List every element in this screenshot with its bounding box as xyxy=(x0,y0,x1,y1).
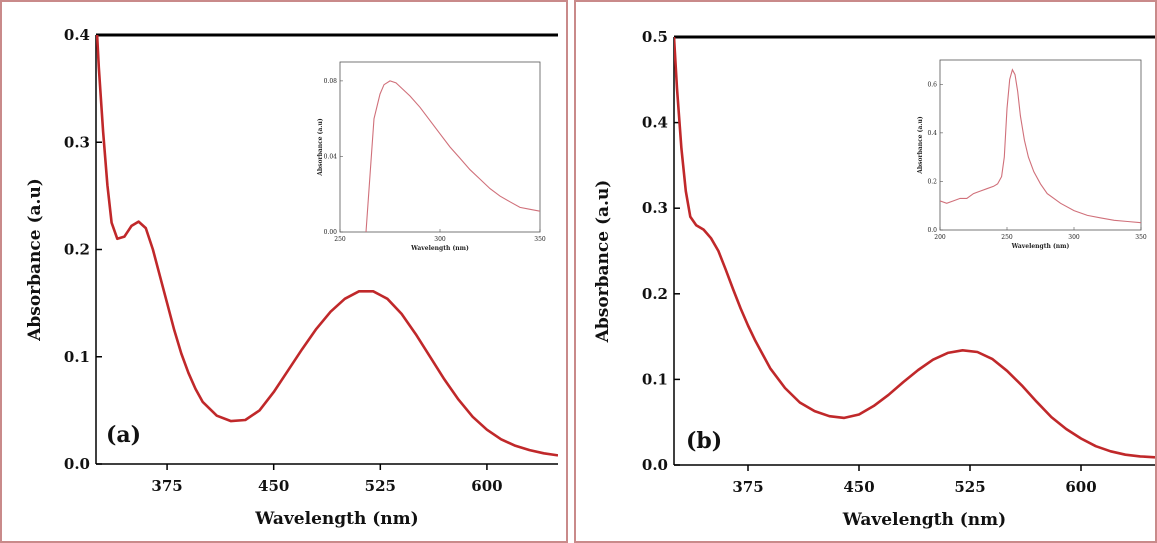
chart-a-ytick-label: 0.4 xyxy=(64,26,90,44)
chart-a-panel-label: (a) xyxy=(106,422,141,448)
chart-b-xtick-label: 600 xyxy=(1065,478,1096,496)
chart-a-inset-xtick-label: 250 xyxy=(334,236,346,243)
chart-b-inset-xtick-label: 350 xyxy=(1135,234,1147,241)
chart-a-inset-series-line xyxy=(365,80,540,232)
chart-a-inset-xtick-label: 350 xyxy=(534,236,546,243)
chart-a-ytick-label: 0.3 xyxy=(64,133,90,151)
chart-b-inset-series-line xyxy=(940,68,1141,224)
chart-a-inset-ytick-label: 0.08 xyxy=(324,78,338,85)
chart-b-inset-ytick-label: 0.6 xyxy=(927,81,937,88)
chart-b-inset-ytick-label: 0.0 xyxy=(927,227,937,234)
chart-b-panel-label: (b) xyxy=(686,428,722,454)
chart-a-x-axis-title: Wavelength (nm) xyxy=(254,509,418,529)
chart-b-svg: 0.0 0.1 0.2 0.3 0.4 0.5 375 450 525 600 Wavelength… xyxy=(593,28,1155,530)
chart-b-inset-y-title: Absorbance (a.u) xyxy=(917,116,924,175)
chart-a-y-axis-title: Absorbance (a.u) xyxy=(25,178,45,342)
chart-b-plot-area xyxy=(674,37,1155,459)
chart-b-ytick-label: 0.0 xyxy=(642,456,668,474)
chart-a-inset-x-title: Wavelength (nm) xyxy=(410,245,469,252)
chart-a-ytick-label: 0.0 xyxy=(64,455,90,473)
chart-a-inset-ytick-label: 0.00 xyxy=(324,229,338,236)
chart-b-x-axis-title: Wavelength (nm) xyxy=(842,510,1006,530)
chart-b-series-line xyxy=(674,37,1155,459)
chart-b-inset-xtick-label: 250 xyxy=(1001,234,1013,241)
chart-a-inset-frame xyxy=(339,61,541,233)
chart-a-xtick-label: 600 xyxy=(471,477,502,495)
chart-a-xtick-label: 450 xyxy=(258,477,289,495)
chart-a-xtick-label: 375 xyxy=(151,477,182,495)
chart-b-inset-xtick-label: 300 xyxy=(1068,234,1080,241)
chart-a-ytick-label: 0.1 xyxy=(64,348,90,366)
chart-a-xtick-label: 525 xyxy=(365,477,396,495)
chart-panel-b: 0.0 0.1 0.2 0.3 0.4 0.5 375 450 525 600 Wavelength… xyxy=(574,0,1157,543)
chart-a-plot-area xyxy=(96,35,558,457)
chart-a-inset-ytick-label: 0.04 xyxy=(324,153,338,160)
chart-a-inset-xtick-label: 300 xyxy=(434,236,446,243)
chart-a-svg: 0.0 0.1 0.2 0.3 0.4 375 450 525 600 Wavelength (n… xyxy=(25,26,558,529)
chart-b-xtick-label: 375 xyxy=(732,478,763,496)
chart-b-ytick-label: 0.3 xyxy=(642,199,668,217)
chart-a-inset-y-title: Absorbance (a.u) xyxy=(317,118,324,177)
chart-b-inset-xtick-label: 200 xyxy=(934,234,946,241)
chart-b-xtick-label: 450 xyxy=(843,478,874,496)
chart-b-inset-frame xyxy=(939,59,1142,231)
chart-b-ytick-label: 0.5 xyxy=(642,28,668,46)
chart-b-inset-ytick-label: 0.4 xyxy=(927,130,937,137)
chart-b-ytick-label: 0.2 xyxy=(642,285,668,303)
chart-b-ytick-label: 0.4 xyxy=(642,114,668,132)
chart-a-series-line xyxy=(96,35,558,457)
chart-b-inset-ytick-label: 0.2 xyxy=(927,178,937,185)
chart-a-inset-plot xyxy=(365,80,540,232)
chart-panel-a: 0.0 0.1 0.2 0.3 0.4 375 450 525 600 Wavelength (n… xyxy=(0,0,568,543)
chart-b-y-axis-title: Absorbance (a.u) xyxy=(593,180,613,344)
chart-a-ytick-label: 0.2 xyxy=(64,241,90,259)
chart-b-inset-plot xyxy=(940,68,1141,224)
chart-b-ytick-label: 0.1 xyxy=(642,370,668,388)
chart-b-inset-x-title: Wavelength (nm) xyxy=(1011,243,1070,250)
chart-b-xtick-label: 525 xyxy=(954,478,985,496)
